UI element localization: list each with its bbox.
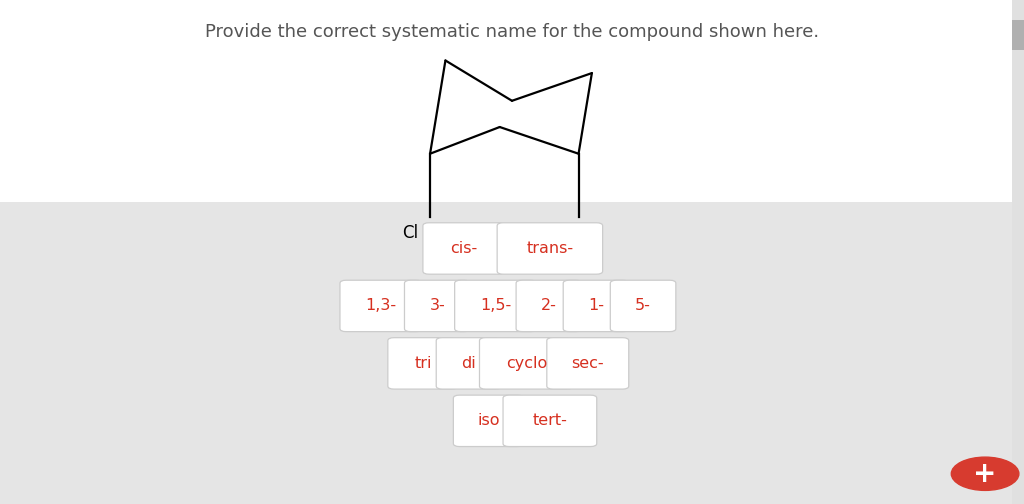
Bar	[0, 202, 1024, 504]
Text: cyclo: cyclo	[506, 356, 547, 371]
Text: +: +	[974, 460, 996, 488]
Text: sec-: sec-	[571, 356, 604, 371]
Bar	[1012, 20, 1024, 50]
Text: 1-: 1-	[588, 298, 604, 313]
Text: tri: tri	[414, 356, 432, 371]
Text: 1,3-: 1,3-	[366, 298, 396, 313]
FancyBboxPatch shape	[516, 280, 582, 332]
Text: Cl: Cl	[586, 233, 602, 251]
FancyBboxPatch shape	[455, 280, 537, 332]
Text: 1,5-: 1,5-	[480, 298, 511, 313]
Text: iso: iso	[477, 413, 500, 428]
Text: 2-: 2-	[541, 298, 557, 313]
Text: di: di	[462, 356, 476, 371]
FancyBboxPatch shape	[479, 338, 573, 389]
FancyBboxPatch shape	[423, 223, 505, 274]
Bar	[1012, 0, 1024, 504]
FancyBboxPatch shape	[563, 280, 629, 332]
FancyBboxPatch shape	[340, 280, 422, 332]
Text: Provide the correct systematic name for the compound shown here.: Provide the correct systematic name for …	[205, 23, 819, 41]
FancyBboxPatch shape	[498, 223, 602, 274]
FancyBboxPatch shape	[454, 395, 523, 447]
Bar	[0, 0, 1024, 202]
FancyBboxPatch shape	[547, 338, 629, 389]
Text: trans-: trans-	[526, 241, 573, 256]
FancyBboxPatch shape	[404, 280, 470, 332]
Circle shape	[951, 457, 1019, 490]
Text: cis-: cis-	[451, 241, 477, 256]
FancyBboxPatch shape	[436, 338, 502, 389]
FancyBboxPatch shape	[610, 280, 676, 332]
FancyBboxPatch shape	[503, 395, 597, 447]
Text: tert-: tert-	[532, 413, 567, 428]
Text: 5-: 5-	[635, 298, 651, 313]
Text: Cl: Cl	[401, 224, 418, 242]
FancyBboxPatch shape	[388, 338, 458, 389]
Text: 3-: 3-	[429, 298, 445, 313]
